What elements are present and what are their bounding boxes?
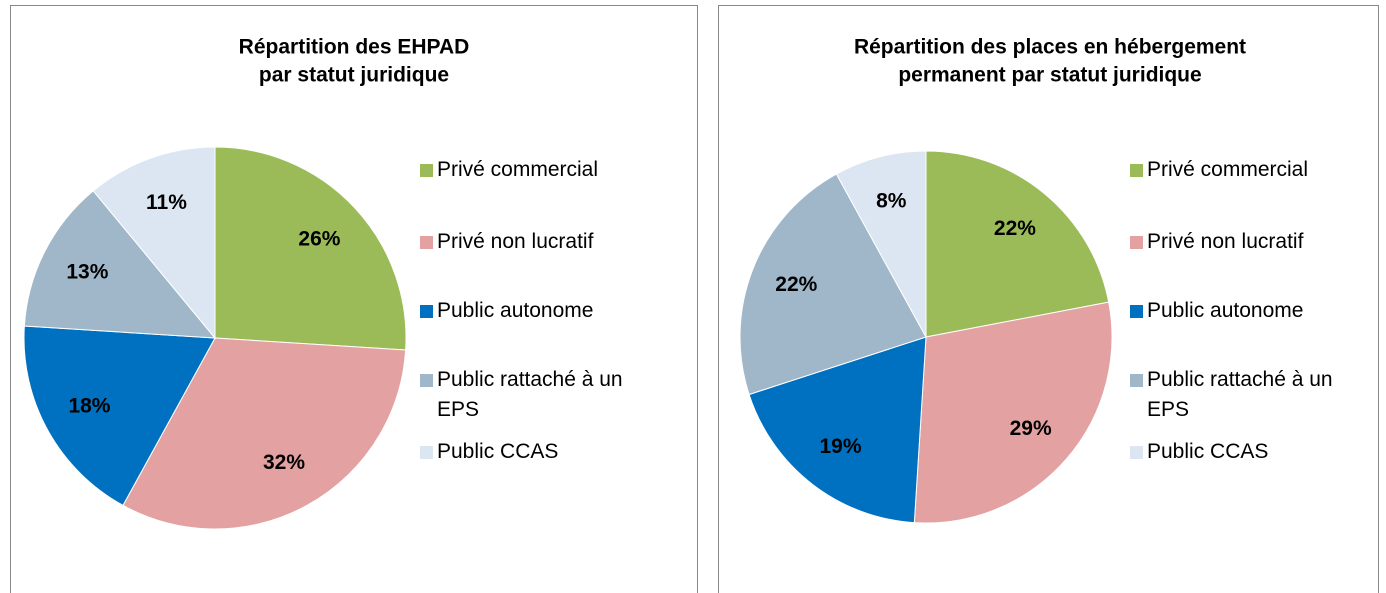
- legend-label: Public CCAS: [1147, 440, 1269, 463]
- pie-slice: [23, 190, 217, 339]
- data-label: 29%: [1010, 417, 1052, 440]
- legend-swatch: [1130, 374, 1143, 387]
- legend-label: Privé commercial: [437, 158, 599, 181]
- legend-swatch: [1130, 236, 1143, 249]
- legend-label: Privé non lucratif: [437, 230, 594, 253]
- legend-swatch: [420, 446, 433, 459]
- legend-entry: Public CCAS: [420, 437, 657, 467]
- legend-swatch: [1130, 446, 1143, 459]
- legend-entry: Public CCAS: [1130, 437, 1367, 467]
- chart-title: Répartition des EHPAD: [239, 36, 470, 59]
- legend-entry: Privé non lucratif: [420, 227, 657, 257]
- legend-entry: Public autonome: [1130, 296, 1367, 326]
- data-label: 13%: [66, 261, 108, 284]
- chart-title: permanent par statut juridique: [898, 64, 1201, 87]
- pie-slice: [92, 146, 216, 340]
- pie-slice: [23, 325, 216, 507]
- legend-entry: Public rattaché à un EPS: [420, 365, 657, 425]
- legend-swatch: [1130, 164, 1143, 177]
- legend-label: Public rattaché à un EPS: [1147, 368, 1333, 421]
- data-label: 19%: [819, 435, 861, 458]
- data-label: 11%: [146, 191, 187, 214]
- legend-label: Public autonome: [437, 299, 594, 322]
- chart-frame: [718, 5, 1379, 593]
- legend-label: Privé commercial: [1147, 158, 1309, 181]
- pie-slice: [122, 337, 407, 530]
- legend-swatch: [1130, 305, 1143, 318]
- legend-entry: Public rattaché à un EPS: [1130, 365, 1367, 425]
- pie-slice: [925, 150, 1110, 338]
- legend-entry: Privé non lucratif: [1130, 227, 1367, 257]
- data-label: 18%: [68, 395, 110, 418]
- chart-frame: [10, 5, 698, 593]
- legend-label: Public rattaché à un EPS: [437, 368, 623, 421]
- legend-swatch: [420, 164, 433, 177]
- legend-label: Public CCAS: [437, 440, 559, 463]
- data-label: 32%: [263, 451, 305, 474]
- legend-swatch: [420, 305, 433, 318]
- legend-swatch: [420, 236, 433, 249]
- legend-swatch: [420, 374, 433, 387]
- chart-title: par statut juridique: [259, 64, 449, 87]
- pie-slice: [748, 336, 927, 524]
- chart-title: Répartition des places en hébergement: [854, 36, 1246, 59]
- legend-entry: Privé commercial: [1130, 155, 1367, 185]
- legend-label: Privé non lucratif: [1147, 230, 1304, 253]
- data-label: 22%: [775, 273, 817, 296]
- legend-entry: Public autonome: [420, 296, 657, 326]
- data-label: 8%: [876, 189, 907, 212]
- pie-slice: [835, 150, 927, 338]
- pie-slice: [739, 173, 927, 396]
- data-label: 22%: [994, 217, 1036, 240]
- pie-slice: [214, 146, 407, 351]
- data-label: 26%: [298, 227, 340, 250]
- pie-slice: [913, 301, 1113, 524]
- legend-label: Public autonome: [1147, 299, 1304, 322]
- legend-entry: Privé commercial: [420, 155, 657, 185]
